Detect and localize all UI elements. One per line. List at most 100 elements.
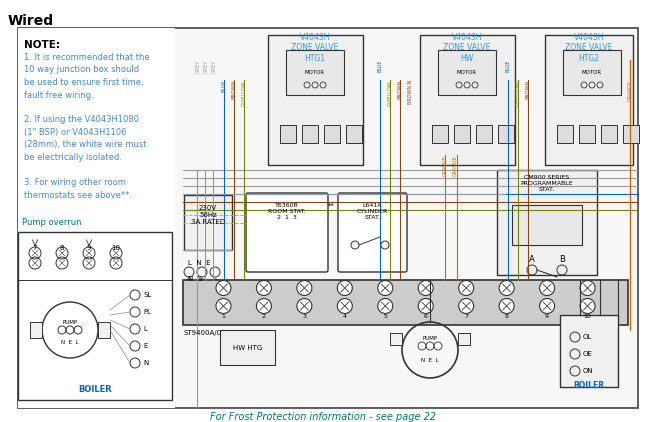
Text: T6360B
ROOM STAT.
2  1  3: T6360B ROOM STAT. 2 1 3 <box>268 203 306 219</box>
Bar <box>557 125 573 143</box>
Circle shape <box>378 281 393 295</box>
Text: PL: PL <box>143 309 151 315</box>
Text: L641A
CYLINDER
STAT.: L641A CYLINDER STAT. <box>357 203 388 219</box>
Text: 230V
50Hz
3A RATED: 230V 50Hz 3A RATED <box>191 205 225 225</box>
Text: For Frost Protection information - see page 22: For Frost Protection information - see p… <box>210 412 437 422</box>
Text: G/YELLOW: G/YELLOW <box>388 80 393 106</box>
Text: N  E  L: N E L <box>61 340 79 344</box>
Bar <box>563 50 621 95</box>
Text: CM900 SERIES
PROGRAMMABLE
STAT.: CM900 SERIES PROGRAMMABLE STAT. <box>521 175 573 192</box>
Text: G/YELLOW: G/YELLOW <box>241 80 247 106</box>
Circle shape <box>499 298 514 314</box>
FancyBboxPatch shape <box>246 193 328 272</box>
Text: fault free wiring.: fault free wiring. <box>24 90 94 100</box>
Text: L: L <box>143 326 147 332</box>
Text: 7: 7 <box>464 314 468 319</box>
Circle shape <box>337 298 353 314</box>
Bar <box>420 35 515 165</box>
Text: 3. For wiring other room: 3. For wiring other room <box>24 178 126 187</box>
Text: 7: 7 <box>33 245 38 251</box>
Circle shape <box>378 298 393 314</box>
Bar <box>454 125 470 143</box>
Bar <box>286 50 344 95</box>
Text: 1: 1 <box>221 314 225 319</box>
Text: BOILER: BOILER <box>573 381 604 390</box>
Text: SL: SL <box>143 292 151 298</box>
Bar <box>497 170 597 275</box>
Text: GREY: GREY <box>212 60 217 73</box>
Text: GREY: GREY <box>204 60 208 73</box>
Bar <box>268 35 363 165</box>
Circle shape <box>418 281 433 295</box>
Bar <box>184 195 232 250</box>
Text: be electrically isolated.: be electrically isolated. <box>24 153 122 162</box>
Bar <box>438 50 496 95</box>
Bar <box>183 280 628 325</box>
Circle shape <box>256 281 271 295</box>
Bar <box>220 330 275 365</box>
Bar <box>98 322 110 338</box>
Text: N: N <box>188 276 193 282</box>
Text: 1. It is recommended that the: 1. It is recommended that the <box>24 53 149 62</box>
Circle shape <box>216 281 231 295</box>
Text: V4043H
ZONE VALVE
HTG1: V4043H ZONE VALVE HTG1 <box>291 33 338 63</box>
Circle shape <box>256 298 271 314</box>
Bar <box>579 125 595 143</box>
Bar <box>432 125 448 143</box>
Bar <box>18 28 175 408</box>
Bar <box>302 125 318 143</box>
Circle shape <box>418 298 433 314</box>
Circle shape <box>297 281 312 295</box>
Text: 3: 3 <box>302 314 307 319</box>
Circle shape <box>540 281 554 295</box>
Text: Wired: Wired <box>8 14 54 28</box>
Text: 10: 10 <box>584 314 591 319</box>
Text: N: N <box>143 360 148 366</box>
Text: V4043H
ZONE VALVE
HW: V4043H ZONE VALVE HW <box>443 33 490 63</box>
Text: (1" BSP) or V4043H1106: (1" BSP) or V4043H1106 <box>24 128 127 137</box>
Circle shape <box>216 298 231 314</box>
Text: OE: OE <box>583 351 593 357</box>
Text: GREY: GREY <box>195 60 201 73</box>
Bar <box>324 125 340 143</box>
Circle shape <box>459 281 474 295</box>
Bar <box>498 125 514 143</box>
Text: 9: 9 <box>87 245 91 251</box>
Circle shape <box>459 298 474 314</box>
Text: (28mm), the white wire must: (28mm), the white wire must <box>24 141 146 149</box>
Text: be used to ensure first time,: be used to ensure first time, <box>24 78 144 87</box>
Text: BLUE: BLUE <box>505 60 510 73</box>
Text: 6: 6 <box>424 314 428 319</box>
Bar <box>30 322 42 338</box>
Bar <box>18 232 172 400</box>
Text: PUMP: PUMP <box>422 335 437 341</box>
Text: 10 way junction box should: 10 way junction box should <box>24 65 139 75</box>
Bar <box>346 125 362 143</box>
Bar <box>560 315 618 387</box>
Text: BLUE: BLUE <box>377 60 382 73</box>
Text: E: E <box>143 343 148 349</box>
Text: **: ** <box>328 203 334 209</box>
Text: MOTOR: MOTOR <box>457 70 477 75</box>
Text: OL: OL <box>583 334 592 340</box>
Text: 10: 10 <box>111 245 120 251</box>
Bar <box>280 125 296 143</box>
Text: MOTOR: MOTOR <box>305 70 325 75</box>
Bar <box>623 125 639 143</box>
Text: 8: 8 <box>505 314 509 319</box>
Text: BROWN: BROWN <box>397 80 402 99</box>
Text: Pump overrun: Pump overrun <box>22 218 82 227</box>
Circle shape <box>580 298 595 314</box>
Bar <box>390 333 402 345</box>
Text: HW HTG: HW HTG <box>233 344 262 351</box>
Text: PUMP: PUMP <box>63 319 78 325</box>
Text: BROWN: BROWN <box>525 80 531 99</box>
Text: 2: 2 <box>262 314 266 319</box>
Circle shape <box>499 281 514 295</box>
Text: 5: 5 <box>383 314 387 319</box>
Bar <box>458 333 470 345</box>
Text: N  E  L: N E L <box>421 357 439 362</box>
Bar <box>512 205 582 245</box>
Text: 4: 4 <box>343 314 347 319</box>
Text: G/YELLOW: G/YELLOW <box>516 80 520 106</box>
